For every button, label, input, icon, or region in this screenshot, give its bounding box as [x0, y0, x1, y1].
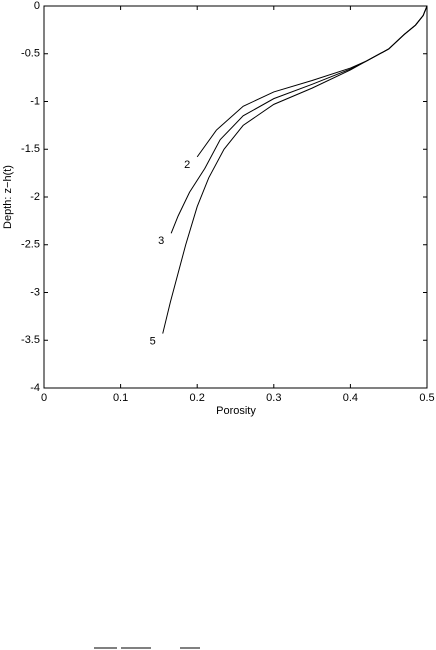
y-tick-label: -3 [30, 286, 40, 298]
y-tick-label: -4 [30, 382, 40, 394]
x-tick-label: 0.1 [113, 392, 128, 404]
y-tick-label: -2 [30, 191, 40, 203]
x-tick-label: 0.5 [419, 392, 434, 404]
y-tick-label: 0 [34, 0, 40, 12]
y-tick-label: -0.5 [21, 48, 40, 60]
y-axis-label: Depth: z−h(t) [2, 165, 14, 229]
x-tick-label: 0.2 [190, 392, 205, 404]
axes-box [43, 5, 428, 389]
x-tick-label: 0 [41, 392, 47, 404]
y-tick-label: -2.5 [21, 239, 40, 251]
series-line [170, 5, 428, 234]
curve-label: 3 [158, 235, 164, 247]
x-axis-label: Porosity [216, 405, 256, 417]
x-tick-label: 0.4 [343, 392, 358, 404]
y-tick-label: -1 [30, 95, 40, 107]
curve-label: 2 [184, 159, 190, 171]
series-line [162, 5, 428, 334]
series-line [196, 5, 428, 158]
curve-label: 5 [150, 335, 156, 347]
x-tick-label: 0.3 [266, 392, 281, 404]
y-tick-label: -1.5 [21, 143, 40, 155]
y-tick-label: -3.5 [21, 334, 40, 346]
